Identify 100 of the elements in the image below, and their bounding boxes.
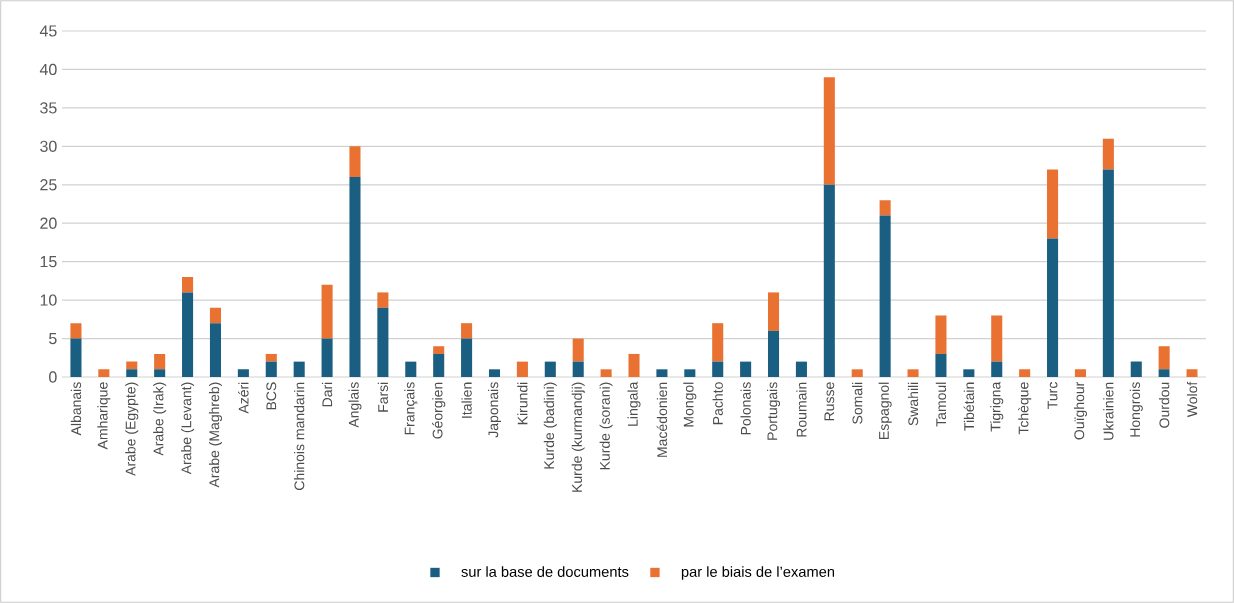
x-tick-label: Arabe (Levant) bbox=[181, 382, 195, 475]
y-tick-label: 30 bbox=[40, 140, 57, 152]
bar bbox=[712, 361, 724, 377]
bar bbox=[656, 369, 668, 377]
x-tick-label: Ourdou bbox=[1159, 382, 1170, 428]
bar bbox=[126, 369, 138, 377]
bar bbox=[488, 369, 501, 377]
bar bbox=[1074, 369, 1086, 377]
x-tick-label: Kurde (sorani) bbox=[599, 382, 613, 470]
bar bbox=[991, 361, 1003, 377]
x-tick-label: Anglais bbox=[348, 382, 362, 428]
y-tick-label: 35 bbox=[40, 102, 57, 114]
bar bbox=[684, 369, 696, 377]
bar bbox=[572, 338, 584, 362]
bar bbox=[98, 369, 110, 377]
bar bbox=[879, 215, 891, 377]
bar bbox=[1019, 369, 1031, 377]
x-tick-label: Farsi bbox=[377, 382, 389, 412]
x-tick-label: Roumain bbox=[796, 382, 807, 437]
bar bbox=[1158, 369, 1170, 377]
x-tick-label: Somali bbox=[852, 382, 863, 424]
bar bbox=[182, 292, 194, 377]
bar bbox=[70, 338, 82, 377]
bar bbox=[154, 369, 166, 377]
bar bbox=[991, 315, 1003, 362]
bar bbox=[265, 353, 277, 362]
x-tick-label: Ukrainien bbox=[1103, 382, 1114, 440]
bar bbox=[879, 200, 891, 216]
x-tick-label: Lingala bbox=[627, 381, 641, 426]
x-tick-label: Tamoul bbox=[935, 382, 947, 427]
y-tick-label: 0 bbox=[49, 371, 57, 383]
bar bbox=[740, 361, 752, 377]
x-tick-label: Chinois mandarin bbox=[294, 382, 305, 490]
bar bbox=[767, 292, 780, 331]
bar bbox=[405, 361, 417, 377]
x-tick-label: Amharique bbox=[97, 382, 111, 450]
bar bbox=[265, 361, 277, 377]
x-tick-label: Tchèque bbox=[1018, 382, 1032, 435]
x-tick-label: Kurde (badini) bbox=[543, 382, 557, 469]
y-tick-label: 40 bbox=[39, 63, 57, 76]
bar bbox=[461, 323, 473, 339]
bar bbox=[293, 361, 305, 377]
x-tick-label: Ouïghour bbox=[1073, 381, 1087, 440]
bar bbox=[823, 184, 835, 377]
bar bbox=[154, 353, 166, 370]
bar bbox=[433, 346, 445, 354]
y-tick-label: 25 bbox=[40, 179, 57, 191]
bar bbox=[963, 369, 975, 377]
y-tick-label: 45 bbox=[39, 25, 57, 37]
bar bbox=[377, 307, 389, 377]
bar bbox=[712, 323, 724, 362]
bar bbox=[628, 353, 640, 377]
x-tick-label: Japonais bbox=[487, 382, 502, 438]
x-tick-label: Polonais bbox=[740, 382, 751, 435]
x-tick-label: Mongol bbox=[683, 382, 697, 427]
x-tick-label: Dari bbox=[321, 382, 333, 407]
x-tick-label: Arabe (Irak) bbox=[153, 382, 167, 456]
x-tick-label: Macédonien bbox=[656, 382, 668, 457]
x-tick-label: Hongrois bbox=[1129, 382, 1143, 437]
bar bbox=[572, 361, 584, 377]
bar bbox=[907, 369, 919, 377]
x-tick-label: Turc bbox=[1047, 382, 1058, 409]
x-tick-label: Portugais bbox=[767, 382, 781, 440]
bar bbox=[377, 292, 389, 308]
bar bbox=[823, 77, 835, 185]
bar bbox=[851, 369, 863, 377]
bar bbox=[1102, 169, 1114, 377]
bar bbox=[321, 338, 333, 377]
bar bbox=[935, 353, 947, 377]
x-tick-label: Arabe (Maghreb) bbox=[208, 382, 222, 488]
x-tick-label: Wolof bbox=[1186, 381, 1198, 418]
x-tick-label: Tibétain bbox=[963, 382, 975, 431]
x-tick-label: Albanais bbox=[70, 382, 82, 436]
x-tick-label: Italien bbox=[461, 382, 472, 418]
bar bbox=[516, 361, 528, 377]
bar bbox=[70, 323, 82, 339]
legend-label: par le biais de l’examen bbox=[681, 566, 835, 580]
bar bbox=[767, 330, 780, 377]
bar bbox=[209, 307, 221, 324]
x-tick-label: Kirundi bbox=[517, 382, 528, 425]
bar bbox=[126, 361, 138, 370]
x-tick-label: Pachto bbox=[712, 382, 723, 425]
x-tick-label: Géorgien bbox=[432, 382, 446, 439]
bar bbox=[600, 369, 612, 377]
y-tick-label: 15 bbox=[40, 256, 57, 268]
bar bbox=[321, 284, 333, 339]
bar bbox=[1047, 238, 1059, 377]
bar bbox=[544, 361, 556, 377]
bar bbox=[349, 146, 361, 178]
x-tick-label: Espagnol bbox=[878, 382, 892, 439]
x-tick-label: Azéri bbox=[238, 382, 249, 414]
y-tick-label: 20 bbox=[40, 217, 57, 229]
x-tick-label: Arabe (Egypte) bbox=[125, 382, 139, 476]
x-tick-label: Swahili bbox=[907, 382, 919, 426]
x-tick-label: BCS bbox=[266, 382, 277, 410]
x-tick-label: Tigrigna bbox=[990, 381, 1004, 432]
bar bbox=[1047, 169, 1059, 239]
bar bbox=[433, 353, 445, 377]
bar bbox=[935, 315, 947, 354]
x-tick-label: Kurde (kurmandji) bbox=[571, 382, 585, 492]
